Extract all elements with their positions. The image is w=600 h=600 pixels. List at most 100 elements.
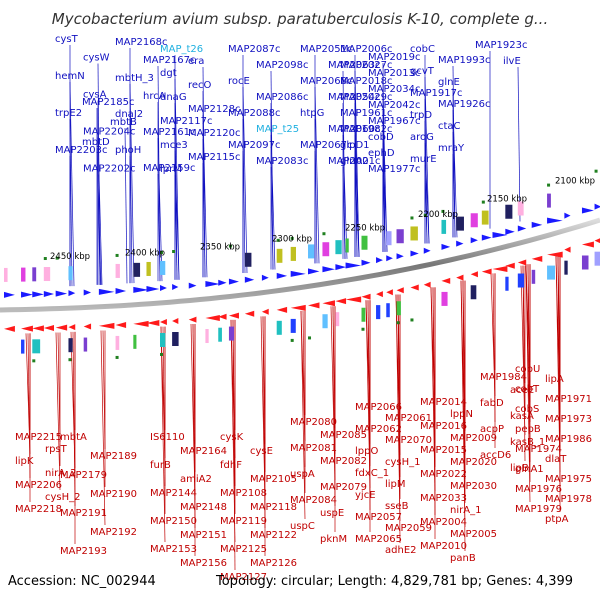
top-gene-label[interactable]: rocE <box>228 76 250 87</box>
bottom-gene-label[interactable]: cysK <box>220 432 244 443</box>
top-gene-label[interactable]: MAP2013c <box>368 68 420 79</box>
bottom-gene-label[interactable]: MAP2192 <box>90 527 137 538</box>
bottom-gene-label[interactable]: MAP2179 <box>60 470 107 481</box>
top-gene-label[interactable]: MAP1917c <box>410 88 462 99</box>
bottom-gene-label[interactable]: MAP2004 <box>420 517 467 528</box>
bottom-gene-label[interactable]: MAP2022 <box>420 469 467 480</box>
bottom-gene-label[interactable]: MAP2118 <box>250 502 297 513</box>
top-gene-label[interactable]: MAP2161c <box>143 127 195 138</box>
top-gene-label[interactable]: MAP2168c <box>115 37 167 48</box>
top-gene-label[interactable]: trpE2 <box>55 108 82 119</box>
bottom-gene-label[interactable]: uspC <box>290 521 315 532</box>
bottom-gene-label[interactable]: MAP2020 <box>450 457 497 468</box>
bottom-gene-label[interactable]: yjcE <box>355 490 376 501</box>
bottom-gene-label[interactable]: cobT <box>515 384 540 395</box>
top-gene-label[interactable]: MAP2001c <box>328 156 380 167</box>
top-gene-label[interactable]: lprM <box>160 164 182 175</box>
bottom-gene-label[interactable]: MAP2010 <box>420 541 467 552</box>
bottom-gene-label[interactable]: fabD <box>480 398 504 409</box>
top-gene-label[interactable]: MAP2006c <box>340 44 392 55</box>
top-gene-label[interactable]: MAP2034c <box>368 84 420 95</box>
top-gene-label[interactable]: cysA <box>83 90 107 101</box>
top-gene-label[interactable]: era <box>188 56 204 67</box>
top-gene-label[interactable]: ephD <box>368 148 395 159</box>
bottom-gene-label[interactable]: rpsT <box>45 444 68 455</box>
bottom-gene-label[interactable]: MAP2005 <box>450 529 497 540</box>
bottom-gene-label[interactable]: MAP2119 <box>220 516 267 527</box>
bottom-gene-label[interactable]: MAP2066 <box>355 402 402 413</box>
bottom-gene-label[interactable]: MAP2148 <box>180 502 227 513</box>
top-gene-label[interactable]: MAP2051c <box>300 44 352 55</box>
top-gene-label[interactable]: MAP2115c <box>188 152 240 163</box>
top-gene-label[interactable]: cysW <box>83 53 110 64</box>
bottom-gene-label[interactable]: MAP2061 <box>385 413 432 424</box>
top-gene-label[interactable]: MAP2128c <box>188 104 240 115</box>
bottom-gene-label[interactable]: MAP2065 <box>355 534 402 545</box>
bottom-gene-label[interactable]: MAP2009 <box>450 433 497 444</box>
bottom-gene-label[interactable]: fdxC_1 <box>355 468 389 479</box>
bottom-gene-label[interactable]: kasB_1 <box>510 437 545 448</box>
top-gene-label[interactable]: MAP2086c <box>256 92 308 103</box>
bottom-gene-label[interactable]: MAP2085 <box>320 430 367 441</box>
bottom-gene-label[interactable]: MAP1971 <box>545 394 592 405</box>
top-gene-label[interactable]: MAP1923c <box>475 40 527 51</box>
top-gene-label[interactable]: murE <box>410 154 437 165</box>
bottom-gene-label[interactable]: MAP2016 <box>420 421 467 432</box>
top-gene-label[interactable]: MAP2087c <box>228 44 280 55</box>
bottom-gene-label[interactable]: lipK <box>15 456 34 467</box>
top-gene-label[interactable]: MAP_t26 <box>160 44 203 55</box>
bottom-gene-label[interactable]: MAP2082 <box>320 456 367 467</box>
bottom-gene-label[interactable]: amiA2 <box>180 474 212 485</box>
top-gene-label[interactable]: ctaC <box>438 121 461 132</box>
bottom-gene-label[interactable]: mbtA <box>60 432 87 443</box>
bottom-gene-label[interactable]: IS6110 <box>150 432 185 443</box>
top-gene-label[interactable]: MAP2167c <box>143 55 195 66</box>
top-gene-label[interactable]: MAP2097c <box>228 140 280 151</box>
bottom-gene-label[interactable]: panB <box>450 553 476 564</box>
top-gene-label[interactable]: cobD <box>368 132 394 143</box>
top-gene-label[interactable]: MAP2019c <box>368 52 420 63</box>
bottom-gene-label[interactable]: nirA_2 <box>45 468 76 479</box>
bottom-gene-label[interactable]: MAP2126 <box>250 558 297 569</box>
bottom-gene-label[interactable]: dlaT <box>545 454 567 465</box>
bottom-gene-label[interactable]: aceE <box>510 385 534 396</box>
bottom-gene-label[interactable]: MAP2079 <box>320 482 367 493</box>
top-gene-label[interactable]: dgt <box>160 68 177 79</box>
bottom-gene-label[interactable]: MAP1976 <box>515 484 562 495</box>
top-gene-label[interactable]: dnaJ2 <box>115 109 143 120</box>
top-gene-label[interactable]: hemN <box>55 71 85 82</box>
bottom-gene-label[interactable]: MAP2108 <box>220 488 267 499</box>
top-gene-label[interactable]: aroG <box>410 132 434 143</box>
bottom-gene-label[interactable]: MAP1973 <box>545 414 592 425</box>
bottom-gene-label[interactable]: acpP <box>480 424 504 435</box>
bottom-gene-label[interactable]: cobU <box>515 364 540 375</box>
top-gene-label[interactable]: MAP2185c <box>82 97 134 108</box>
top-gene-label[interactable]: trpD <box>410 110 432 121</box>
top-gene-label[interactable]: MAP2068c <box>300 76 352 87</box>
bottom-gene-label[interactable]: MAP2015 <box>420 445 467 456</box>
bottom-gene-label[interactable]: MAP2189 <box>90 451 137 462</box>
bottom-gene-label[interactable]: adhE2 <box>385 545 417 556</box>
top-gene-label[interactable]: MAP2117c <box>160 116 212 127</box>
top-gene-label[interactable]: htpG <box>300 108 324 119</box>
bottom-gene-label[interactable]: MAP2206 <box>15 480 62 491</box>
top-gene-label[interactable]: hrcA <box>143 91 166 102</box>
bottom-gene-label[interactable]: uspA <box>290 469 315 480</box>
bottom-gene-label[interactable]: MAP2057 <box>355 512 402 523</box>
top-gene-label[interactable]: MAP2083c <box>256 156 308 167</box>
bottom-gene-label[interactable]: MAP2081 <box>290 443 337 454</box>
bottom-gene-label[interactable]: MAP2080 <box>290 417 337 428</box>
top-gene-label[interactable]: glnE <box>438 77 460 88</box>
bottom-gene-label[interactable]: cysH_2 <box>45 492 81 503</box>
bottom-gene-label[interactable]: lipA <box>545 374 564 385</box>
bottom-gene-label[interactable]: MAP1986 <box>545 434 592 445</box>
bottom-gene-label[interactable]: MAP2070 <box>385 435 432 446</box>
bottom-gene-label[interactable]: MAP2030 <box>450 481 497 492</box>
top-gene-label[interactable]: MAP2098c <box>256 60 308 71</box>
bottom-gene-label[interactable]: MAP2033 <box>420 493 467 504</box>
bottom-gene-label[interactable]: cobS <box>515 404 539 415</box>
top-gene-label[interactable]: MAP2054c <box>328 92 380 103</box>
top-gene-label[interactable]: MAP1977c <box>368 164 420 175</box>
top-gene-label[interactable]: cobC <box>410 44 435 55</box>
bottom-gene-label[interactable]: MAP2156 <box>180 558 227 569</box>
